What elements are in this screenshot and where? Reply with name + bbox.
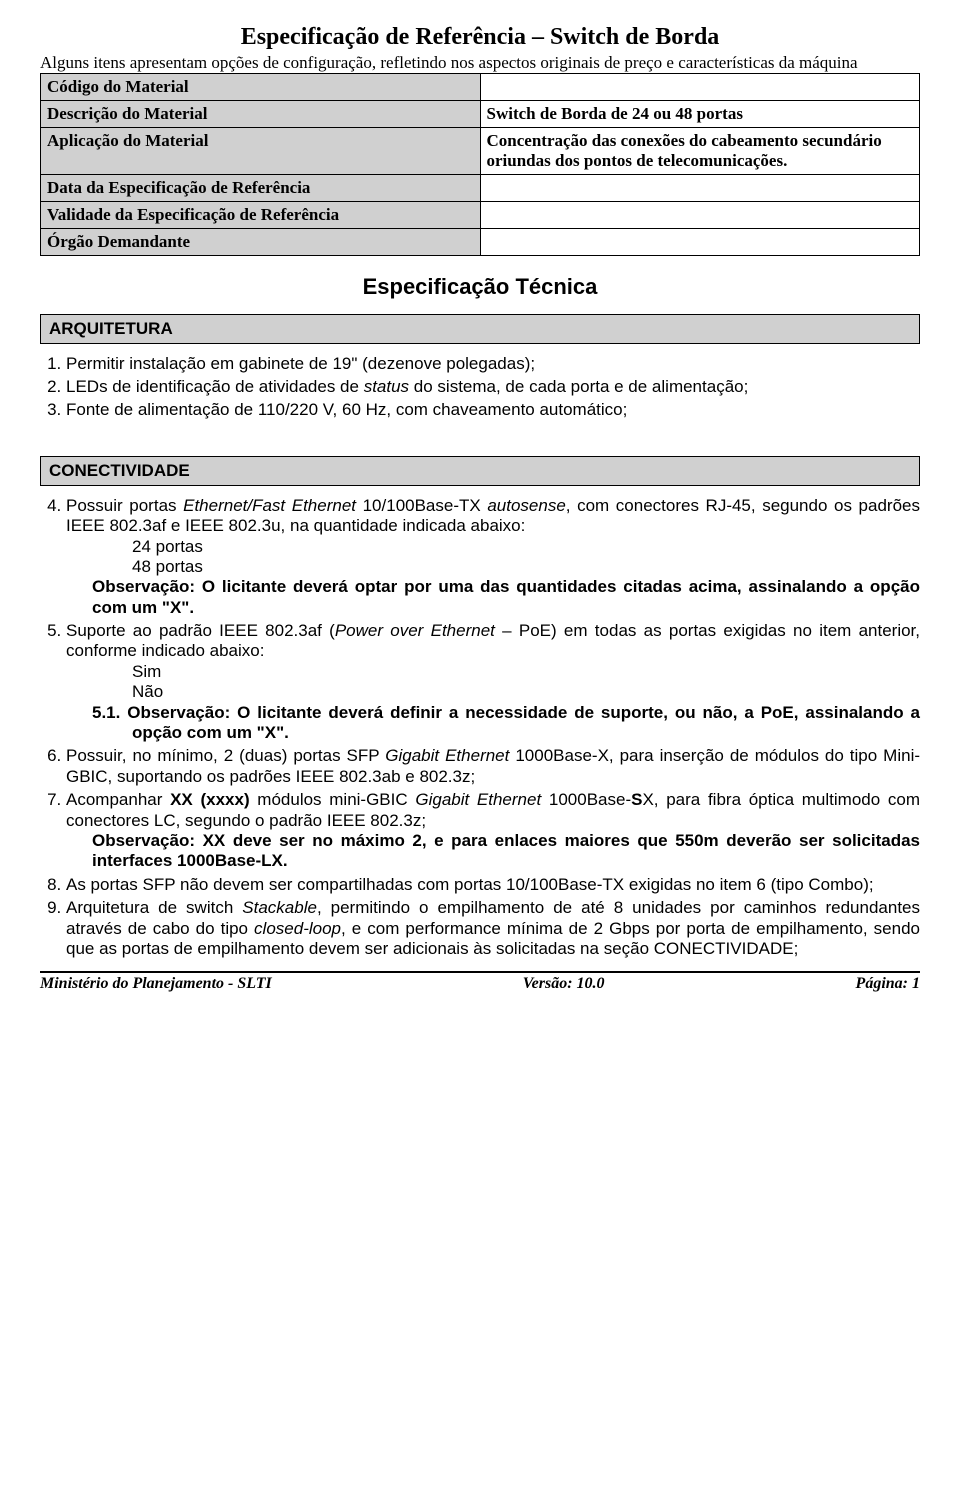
conectividade-list: Possuir portas Ethernet/Fast Ethernet 10… [40, 496, 920, 960]
conectividade-heading: CONECTIVIDADE [40, 456, 920, 486]
table-row: Validade da Especificação de Referência [41, 201, 920, 228]
table-row: Data da Especificação de Referência [41, 174, 920, 201]
list-item: Acompanhar XX (xxxx) módulos mini-GBIC G… [66, 790, 920, 872]
arquitetura-list: Permitir instalação em gabinete de 19" (… [40, 354, 920, 421]
observation: Observação: O licitante deverá optar por… [92, 577, 920, 618]
info-label: Aplicação do Material [41, 127, 481, 174]
list-item: Permitir instalação em gabinete de 19" (… [66, 354, 920, 374]
list-item: LEDs de identificação de atividades de s… [66, 377, 920, 397]
list-item: Suporte ao padrão IEEE 802.3af (Power ov… [66, 621, 920, 743]
list-item: Arquitetura de switch Stackable, permiti… [66, 898, 920, 959]
info-value: Switch de Borda de 24 ou 48 portas [480, 100, 920, 127]
table-row: Órgão Demandante [41, 228, 920, 255]
doc-intro: Alguns itens apresentam opções de config… [40, 53, 920, 73]
doc-title: Especificação de Referência – Switch de … [40, 24, 920, 51]
option-sim: Sim [132, 662, 920, 682]
list-item: Fonte de alimentação de 110/220 V, 60 Hz… [66, 400, 920, 420]
sub-observation: 5.1. Observação: O licitante deverá defi… [92, 703, 920, 744]
option-nao: Não [132, 682, 920, 702]
table-row: Descrição do Material Switch de Borda de… [41, 100, 920, 127]
list-item: Possuir portas Ethernet/Fast Ethernet 10… [66, 496, 920, 618]
info-value: Concentração das conexões do cabeamento … [480, 127, 920, 174]
footer-right: Página: 1 [856, 975, 920, 993]
info-value [480, 228, 920, 255]
observation: Observação: XX deve ser no máximo 2, e p… [92, 831, 920, 872]
info-label: Descrição do Material [41, 100, 481, 127]
info-value [480, 174, 920, 201]
footer-left: Ministério do Planejamento - SLTI [40, 975, 272, 993]
info-label: Data da Especificação de Referência [41, 174, 481, 201]
spec-section-title: Especificação Técnica [40, 274, 920, 300]
info-table: Código do Material Descrição do Material… [40, 73, 920, 256]
option-48: 48 portas [132, 557, 920, 577]
page-footer: Ministério do Planejamento - SLTI Versão… [40, 971, 920, 993]
table-row: Aplicação do Material Concentração das c… [41, 127, 920, 174]
info-label: Órgão Demandante [41, 228, 481, 255]
list-item: As portas SFP não devem ser compartilhad… [66, 875, 920, 895]
table-row: Código do Material [41, 73, 920, 100]
info-value [480, 73, 920, 100]
list-item: Possuir, no mínimo, 2 (duas) portas SFP … [66, 746, 920, 787]
footer-center: Versão: 10.0 [523, 975, 605, 993]
info-label: Código do Material [41, 73, 481, 100]
arquitetura-heading: ARQUITETURA [40, 314, 920, 344]
info-label: Validade da Especificação de Referência [41, 201, 481, 228]
option-24: 24 portas [132, 537, 920, 557]
info-value [480, 201, 920, 228]
